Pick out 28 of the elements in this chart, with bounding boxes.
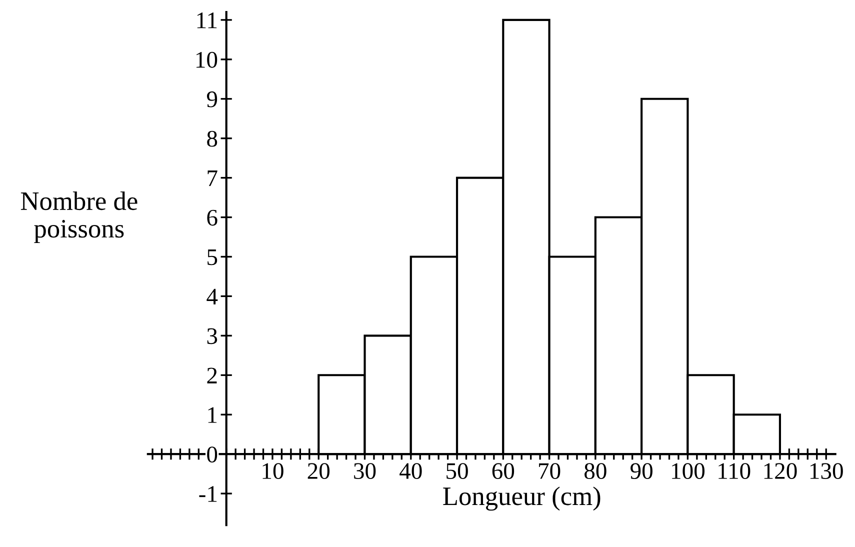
x-tick-label: 110 [718, 463, 750, 480]
x-tick-label: 70 [539, 463, 560, 480]
x-tick-label: 80 [584, 463, 606, 480]
y-tick-label: 4 [206, 288, 218, 304]
y-tick-label: 8 [207, 130, 218, 147]
x-tick-label: 120 [764, 463, 797, 480]
x-tick-label: 10 [262, 463, 284, 480]
y-tick-label: 6 [207, 210, 218, 226]
y-tick-label: 5 [208, 249, 218, 266]
x-tick-label: 130 [810, 463, 843, 480]
y-tick-label: 9 [206, 91, 218, 108]
x-axis-title: Longueur (cm) [443, 486, 600, 511]
y-tick-label: 0 [207, 446, 218, 462]
x-tick-label: 60 [492, 463, 514, 480]
y-tick-label: 1 [208, 407, 217, 423]
y-tick-label: 10 [196, 52, 218, 68]
x-tick-label: 100 [672, 463, 705, 480]
y-tick-label: 2 [207, 368, 217, 384]
y-tick-label: 11 [197, 12, 217, 28]
y-tick-label: 3 [207, 328, 218, 344]
x-tick-label: 50 [446, 463, 468, 480]
x-tick-label: 20 [308, 463, 330, 480]
x-tick-label: 30 [354, 463, 376, 480]
y-tick-label: 7 [208, 170, 218, 186]
y-axis-title: Nombre de poissons [20, 192, 138, 244]
x-tick-label: 90 [630, 463, 652, 480]
x-tick-label: 40 [400, 463, 422, 480]
y-tick-label: -1 [199, 486, 217, 502]
